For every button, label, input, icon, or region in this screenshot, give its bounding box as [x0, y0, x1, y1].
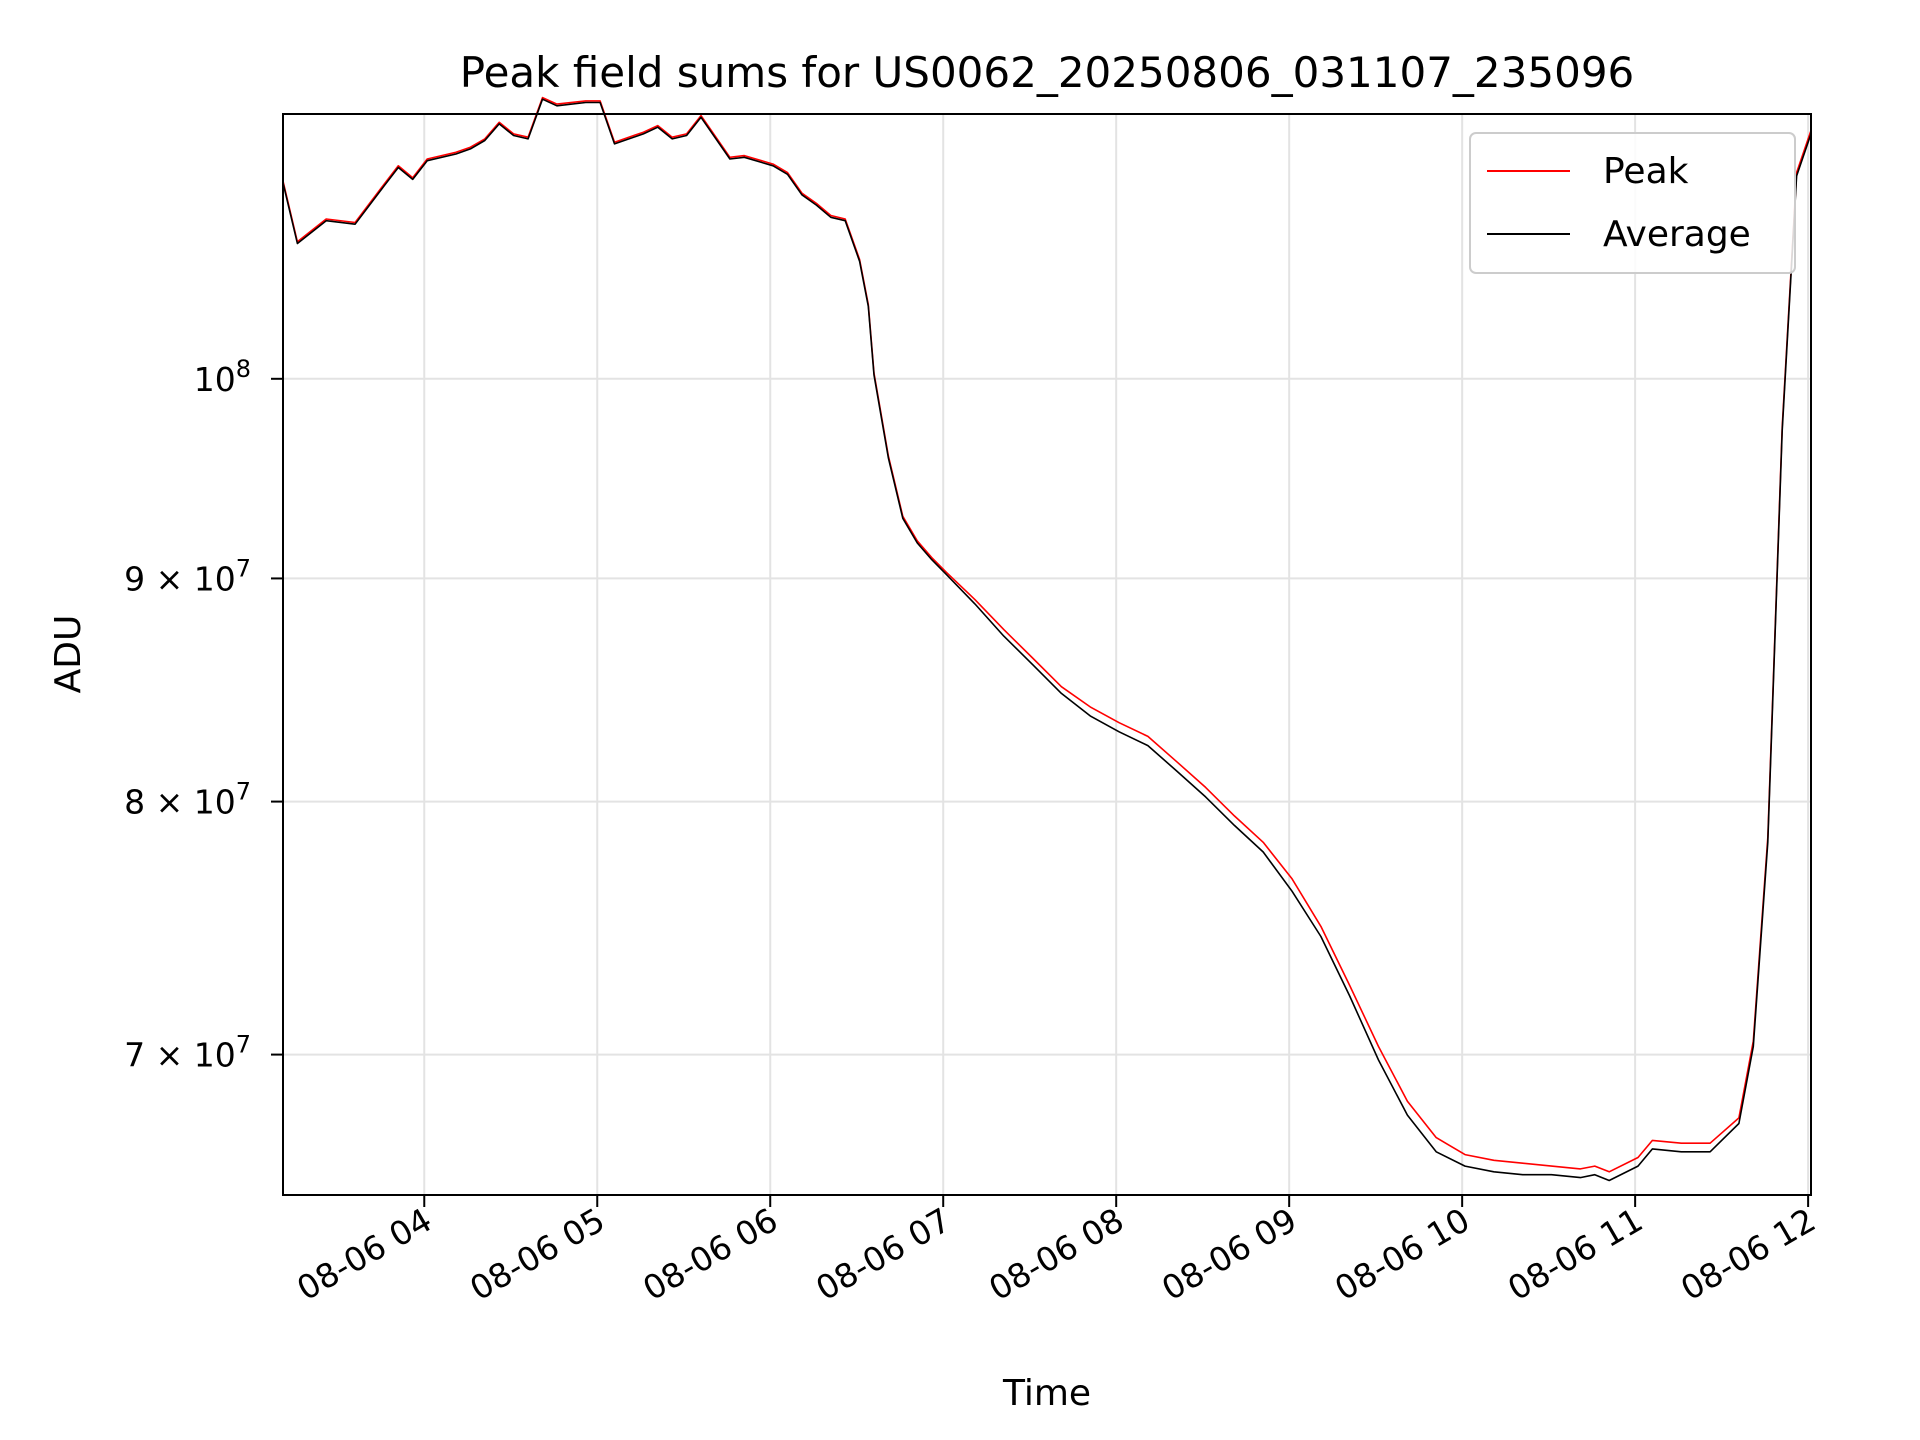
series-layer: [282, 96, 1812, 1182]
y-axis: 7 × 107 8 × 107 9 × 107 108: [124, 355, 283, 1075]
y-tick-label: 7 × 107: [124, 1031, 251, 1075]
plot-frame: [282, 113, 1812, 1196]
legend-peak-label: Peak: [1603, 151, 1689, 192]
legend-box: [1469, 132, 1796, 274]
chart-title: Peak field sums for US0062_20250806_0311…: [460, 48, 1635, 97]
y-tick-label: 8 × 107: [124, 778, 251, 822]
x-axis-label: Time: [1002, 1373, 1091, 1414]
series-line-average: [282, 98, 1812, 1182]
y-tick-label: 108: [194, 355, 251, 399]
y-axis-label: ADU: [48, 615, 89, 694]
y-tick-label: 9 × 107: [124, 554, 251, 598]
series-line-peak: [282, 96, 1812, 1173]
legend-average-label: Average: [1603, 214, 1751, 255]
grid: [283, 114, 1811, 1195]
legend: Peak Average: [1469, 132, 1796, 274]
